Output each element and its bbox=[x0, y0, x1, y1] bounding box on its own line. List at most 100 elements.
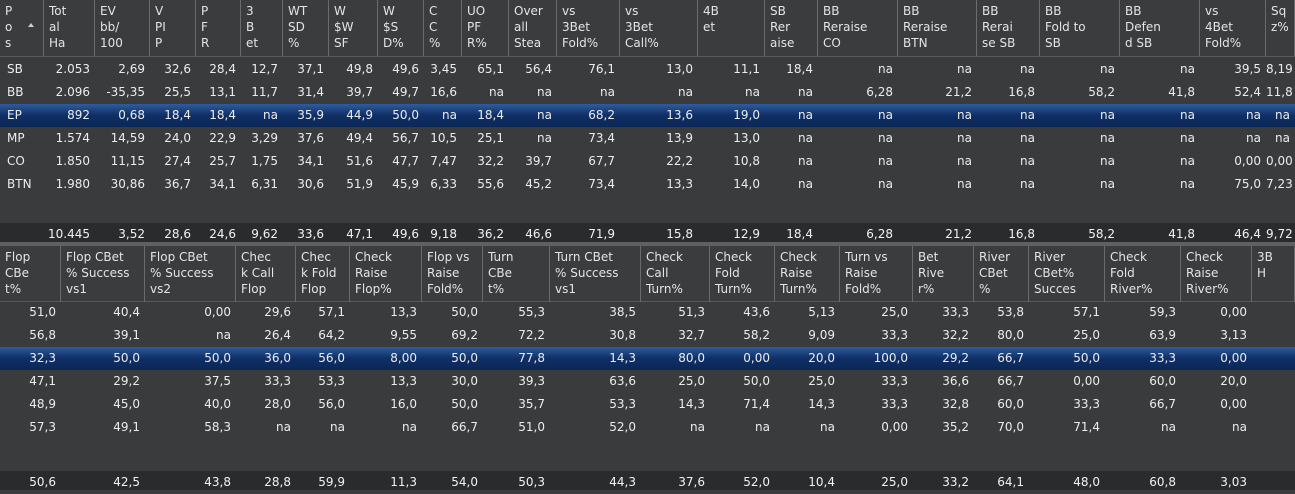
column-header-cc[interactable]: C C % bbox=[424, 0, 462, 56]
column-header-check-fold-river[interactable]: Check Fold River% bbox=[1105, 246, 1181, 302]
cell-4bet: 19,0 bbox=[733, 108, 760, 122]
column-header-flop-cbet-success-vs1[interactable]: Flop CBet % Success vs1 bbox=[61, 246, 145, 302]
postflop-stats-table: Flop CBe t% Flop CBet % Success vs1 Flop C… bbox=[0, 246, 1295, 490]
cell-vs-4bet-fold: na bbox=[1246, 108, 1261, 122]
cell-vpip: 24,0 bbox=[164, 131, 191, 145]
cell-check-fold-flop: 53,3 bbox=[318, 374, 345, 388]
column-header-bb-defend-sb[interactable]: BB Defen d SB bbox=[1120, 0, 1200, 56]
cell-turn-cbet: 72,2 bbox=[518, 328, 545, 342]
cell-vs-3bet-call: na bbox=[678, 85, 693, 99]
cell-wsd: 47,7 bbox=[392, 154, 419, 168]
cell-check-fold-flop: 64,2 bbox=[318, 328, 345, 342]
column-header-bb-reraise-btn[interactable]: BB Reraise BTN bbox=[898, 0, 977, 56]
cell-vpip: 18,4 bbox=[164, 108, 191, 122]
column-header-flop-cbet[interactable]: Flop CBe t% bbox=[0, 246, 61, 302]
cell-wtsd: 35,9 bbox=[297, 108, 324, 122]
column-header-bb-reraise-co[interactable]: BB Reraise CO bbox=[818, 0, 898, 56]
column-header-check-call-turn[interactable]: Check Call Turn% bbox=[641, 246, 710, 302]
cell-ev-bb100: 30,86 bbox=[110, 177, 145, 191]
column-header-check-fold-flop[interactable]: Chec k Fold Flop bbox=[296, 246, 350, 302]
cell-uopfr: 18,4 bbox=[477, 108, 504, 122]
column-header-sb-reraise[interactable]: SB Rer aise bbox=[765, 0, 818, 56]
cell-total-hands: 1.980 bbox=[55, 177, 90, 191]
cell-sqz: 8,19 bbox=[1266, 62, 1293, 76]
cell-turn-vs-raise-fold: 100,0 bbox=[873, 351, 908, 365]
column-header-wsd[interactable]: W $S D% bbox=[378, 0, 424, 56]
table-row[interactable]: 56,8 39,1 na 26,4 64,2 9,55 69,2 72,2 30,8 32,7 58… bbox=[0, 324, 1295, 347]
column-header-3bet[interactable]: 3 B et bbox=[241, 0, 283, 56]
table-row[interactable]: CO 1.850 11,15 27,4 25,7 1,75 34,1 51,6 47,7 7,47… bbox=[0, 150, 1295, 173]
column-header-river-cbet-success[interactable]: River CBet% Succes bbox=[1029, 246, 1105, 302]
column-header-ev-bb100[interactable]: EV bb/ 100 bbox=[95, 0, 150, 56]
column-header-overall-steal[interactable]: Over all Stea bbox=[509, 0, 557, 56]
column-header-3bet-h[interactable]: 3B H bbox=[1252, 246, 1295, 302]
cell-uopfr: 25,1 bbox=[477, 131, 504, 145]
table-row[interactable]: 51,0 40,4 0,00 29,6 57,1 13,3 50,0 55,3 38,5 51,3… bbox=[0, 301, 1295, 324]
table-row[interactable]: MP 1.574 14,59 24,0 22,9 3,29 37,6 49,4 56,7 10,5… bbox=[0, 127, 1295, 150]
totals-row: 10.445 3,52 28,6 24,6 9,62 33,6 47,1 49,6 9,18 36… bbox=[0, 223, 1295, 246]
table-row[interactable]: BB 2.096 -35,35 25,5 13,1 11,7 31,4 39,7 49,7 16,… bbox=[0, 81, 1295, 104]
column-header-check-call-flop[interactable]: Chec k Call Flop bbox=[236, 246, 296, 302]
column-header-check-raise-flop[interactable]: Check Raise Flop% bbox=[350, 246, 422, 302]
cell-river-cbet: 66,7 bbox=[997, 351, 1024, 365]
column-header-sqz[interactable]: Sq z% bbox=[1266, 0, 1295, 56]
table-row[interactable]: SB 2.053 2,69 32,6 28,4 12,7 37,1 49,8 49,6 3,45 6… bbox=[0, 58, 1295, 81]
cell-check-raise-river: 0,00 bbox=[1220, 397, 1247, 411]
table-row[interactable]: 48,9 45,0 40,0 28,0 56,0 16,0 50,0 35,7 53,3 14,3… bbox=[0, 393, 1295, 416]
column-header-vs-3bet-fold[interactable]: vs 3Bet Fold% bbox=[557, 0, 620, 56]
cell-3bet-h bbox=[1252, 324, 1295, 347]
cell-cc: 16,6 bbox=[430, 85, 457, 99]
column-header-flop-cbet-success-vs2[interactable]: Flop CBet % Success vs2 bbox=[145, 246, 236, 302]
column-header-vs-3bet-call[interactable]: vs 3Bet Call% bbox=[620, 0, 698, 56]
total-vs-4bet-fold: 46,4 bbox=[1234, 227, 1261, 241]
column-header-vpip[interactable]: V PI P bbox=[150, 0, 196, 56]
cell-check-call-flop: na bbox=[276, 420, 291, 434]
column-header-turn-vs-raise-fold[interactable]: Turn vs Raise Fold% bbox=[840, 246, 913, 302]
cell-check-raise-turn: 14,3 bbox=[808, 397, 835, 411]
table-row[interactable]: 32,3 50,0 50,0 36,0 56,0 8,00 50,0 77,8 14,3 80,0… bbox=[0, 347, 1295, 370]
column-header-check-fold-turn[interactable]: Check Fold Turn% bbox=[710, 246, 775, 302]
column-header-wtsd[interactable]: WT SD % bbox=[283, 0, 329, 56]
cell-flop-cbet-success-vs2: 40,0 bbox=[204, 397, 231, 411]
totals-row: 50,6 42,5 43,8 28,8 59,9 11,3 54,0 50,3 44,3 37,6… bbox=[0, 471, 1295, 494]
column-header-check-raise-turn[interactable]: Check Raise Turn% bbox=[775, 246, 840, 302]
cell-bb-reraise-sb: na bbox=[1020, 108, 1035, 122]
cell-flop-cbet: 48,9 bbox=[29, 397, 56, 411]
table-row[interactable]: 47,1 29,2 37,5 33,3 53,3 13,3 30,0 39,3 63,6 25,0… bbox=[0, 370, 1295, 393]
column-header-vs-4bet-fold[interactable]: vs 4Bet Fold% bbox=[1200, 0, 1266, 56]
cell-vs-4bet-fold: 0,00 bbox=[1234, 154, 1261, 168]
column-header-total-hands[interactable]: Tot al Ha bbox=[44, 0, 95, 56]
column-header-wwsf[interactable]: W $W SF bbox=[329, 0, 378, 56]
column-header-uopfr[interactable]: UO PF R% bbox=[462, 0, 509, 56]
cell-wtsd: 34,1 bbox=[297, 154, 324, 168]
column-header-check-raise-river[interactable]: Check Raise River% bbox=[1181, 246, 1252, 302]
column-header-bet-river[interactable]: Bet Rive r% bbox=[913, 246, 974, 302]
column-header-bb-reraise-sb[interactable]: BB Rerai se SB bbox=[977, 0, 1040, 56]
total-check-raise-turn: 10,4 bbox=[808, 475, 835, 489]
cell-wwsf: 51,9 bbox=[346, 177, 373, 191]
column-header-4bet[interactable]: 4B et bbox=[698, 0, 765, 56]
cell-river-cbet-success: 71,4 bbox=[1073, 420, 1100, 434]
table-row[interactable]: 57,3 49,1 58,3 na na na 66,7 51,0 52,0 na na na 0,00… bbox=[0, 416, 1295, 439]
table-row[interactable]: BTN 1.980 30,86 36,7 34,1 6,31 30,6 51,9 45,9 6,3… bbox=[0, 173, 1295, 196]
total-vpip: 28,6 bbox=[164, 227, 191, 241]
column-header-pos[interactable]: P o s bbox=[0, 0, 44, 56]
column-header-flop-vs-raise-fold[interactable]: Flop vs Raise Fold% bbox=[422, 246, 483, 302]
table-splitter[interactable] bbox=[0, 242, 1295, 246]
total-river-cbet: 64,1 bbox=[997, 475, 1024, 489]
column-header-turn-cbet[interactable]: Turn CBe t% bbox=[483, 246, 550, 302]
cell-pos: BTN bbox=[7, 177, 32, 191]
cell-bet-river: 32,2 bbox=[942, 328, 969, 342]
cell-wwsf: 39,7 bbox=[346, 85, 373, 99]
column-header-river-cbet[interactable]: River CBet % bbox=[974, 246, 1029, 302]
column-header-pfr[interactable]: P F R bbox=[196, 0, 241, 56]
cell-check-raise-flop: 8,00 bbox=[390, 351, 417, 365]
column-header-turn-cbet-success-vs1[interactable]: Turn CBet % Success vs1 bbox=[550, 246, 641, 302]
table-row[interactable]: EP 892 0,68 18,4 18,4 na 35,9 44,9 50,0 na 18,4 na 6… bbox=[0, 104, 1295, 127]
column-header-bb-fold-to-sb[interactable]: BB Fold to SB bbox=[1040, 0, 1120, 56]
cell-turn-cbet-success-vs1: 30,8 bbox=[609, 328, 636, 342]
cell-pos: CO bbox=[7, 154, 25, 168]
cell-3bet: 12,7 bbox=[251, 62, 278, 76]
cell-bb-reraise-btn: na bbox=[957, 131, 972, 145]
